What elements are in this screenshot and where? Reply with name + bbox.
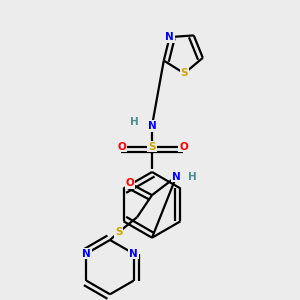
Text: N: N bbox=[129, 249, 138, 259]
Text: H: H bbox=[130, 117, 139, 127]
Text: S: S bbox=[181, 68, 188, 78]
Text: H: H bbox=[188, 172, 197, 182]
Text: O: O bbox=[179, 142, 188, 152]
Text: S: S bbox=[148, 142, 156, 152]
Text: O: O bbox=[117, 142, 126, 152]
Text: N: N bbox=[82, 249, 91, 259]
Text: N: N bbox=[148, 121, 156, 131]
Text: N: N bbox=[165, 32, 174, 42]
Text: S: S bbox=[115, 227, 122, 237]
Text: N: N bbox=[172, 172, 181, 182]
Text: O: O bbox=[126, 178, 134, 188]
